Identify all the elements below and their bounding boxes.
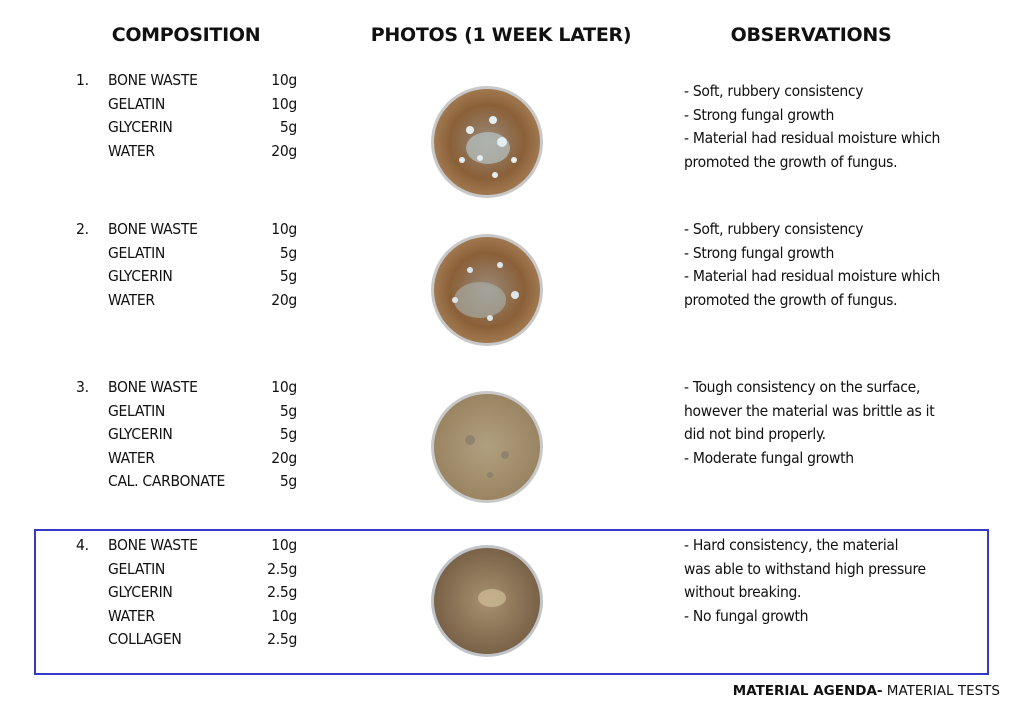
ingredient-amount: 2.5g	[267, 583, 297, 602]
header-observations: OBSERVATIONS	[730, 24, 892, 46]
observation-line: - Strong fungal growth	[684, 243, 834, 262]
ingredient-name: BONE WASTE	[108, 220, 198, 238]
ingredient-name: GELATIN	[108, 401, 166, 420]
observation-line: did not bind properly.	[684, 425, 826, 444]
observation-line: - Soft, rubbery consistency	[684, 82, 864, 100]
ingredient-name: GLYCERIN	[108, 425, 173, 444]
row-number: 1.	[76, 71, 89, 89]
ingredient-amount: 10g	[271, 71, 297, 89]
observation-line: - Soft, rubbery consistency	[684, 220, 864, 238]
ingredient-amount: 10g	[271, 94, 297, 113]
observation-line: however the material was brittle as it	[684, 401, 935, 420]
row-number: 3.	[76, 378, 89, 396]
ingredient-amount: 20g	[271, 290, 297, 309]
ingredient-amount: 20g	[271, 448, 297, 467]
ingredient-amount: 2.5g	[267, 559, 297, 578]
ingredient-name: BONE WASTE	[108, 378, 198, 396]
observation-line: - Hard consistency, the material	[684, 536, 899, 554]
ingredient-name: GLYCERIN	[108, 267, 173, 286]
photo-3	[431, 391, 543, 503]
ingredient-amount: 5g	[279, 472, 297, 491]
observation-line: - Material had residual moisture which	[684, 267, 941, 286]
ingredient-name: WATER	[108, 606, 155, 625]
ingredient-name: GELATIN	[108, 94, 166, 113]
observation-line: - Material had residual moisture which	[684, 129, 941, 148]
ingredient-amount: 5g	[279, 267, 297, 286]
footer-text: MATERIAL TESTS	[882, 683, 1000, 699]
ingredient-amount: 20g	[271, 141, 297, 160]
observation-line: - Tough consistency on the surface,	[684, 378, 921, 396]
ingredient-name: CAL. CARBONATE	[108, 472, 226, 491]
ingredient-name: WATER	[108, 141, 155, 160]
ingredient-amount: 5g	[279, 425, 297, 444]
ingredient-name: GELATIN	[108, 243, 166, 262]
header-photos: PHOTOS (1 WEEK LATER)	[370, 24, 632, 46]
footer: MATERIAL AGENDA- MATERIAL TESTS	[733, 683, 1000, 699]
header-composition: COMPOSITION	[111, 24, 261, 46]
ingredient-name: WATER	[108, 448, 155, 467]
observation-line: - Strong fungal growth	[684, 105, 834, 124]
observation-line: without breaking.	[684, 583, 802, 602]
ingredient-name: GLYCERIN	[108, 583, 173, 602]
ingredient-amount: 5g	[279, 243, 297, 262]
photo-4	[431, 545, 543, 657]
ingredient-amount: 2.5g	[267, 630, 297, 649]
ingredient-name: BONE WASTE	[108, 71, 198, 89]
ingredient-amount: 10g	[271, 220, 297, 238]
row-number: 2.	[76, 220, 89, 238]
ingredient-name: COLLAGEN	[108, 630, 182, 649]
observation-line: promoted the growth of fungus.	[684, 290, 898, 309]
ingredient-name: WATER	[108, 290, 155, 309]
ingredient-amount: 10g	[271, 606, 297, 625]
ingredient-amount: 10g	[271, 536, 297, 554]
ingredient-name: GLYCERIN	[108, 118, 173, 137]
highlight-box	[34, 529, 989, 675]
footer-bold: MATERIAL AGENDA-	[732, 683, 883, 699]
photo-1	[431, 86, 543, 198]
observation-line: - No fungal growth	[684, 606, 809, 625]
ingredient-name: GELATIN	[108, 559, 166, 578]
observation-line: was able to withstand high pressure	[684, 559, 926, 578]
ingredient-name: BONE WASTE	[108, 536, 198, 554]
ingredient-amount: 5g	[279, 401, 297, 420]
row-number: 4.	[76, 536, 89, 554]
ingredient-amount: 10g	[271, 378, 297, 396]
photo-2	[431, 234, 543, 346]
observation-line: - Moderate fungal growth	[684, 448, 854, 467]
ingredient-amount: 5g	[279, 118, 297, 137]
observation-line: promoted the growth of fungus.	[684, 152, 898, 171]
